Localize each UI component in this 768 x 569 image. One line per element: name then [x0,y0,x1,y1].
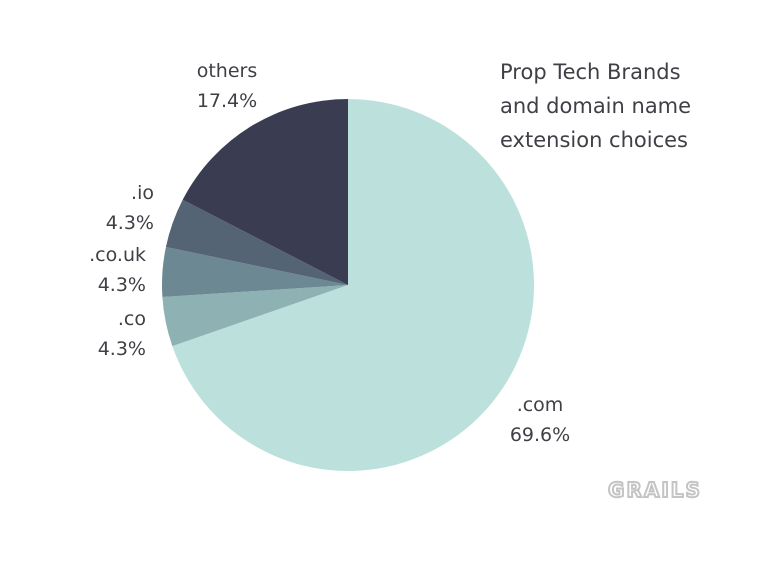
slice-label-others-name: others [196,60,258,82]
slice-label-co-uk: .co.uk 4.3% [50,240,146,300]
pie-slice-others [182,99,348,285]
chart-title-line-3: extension choices [500,128,688,152]
slice-label-others-value: 17.4% [196,90,258,112]
pie-slice-co [162,285,348,347]
slice-label-io: .io 4.3% [60,178,154,238]
slice-label-co-uk-value: 4.3% [97,274,146,296]
slice-label-io-value: 4.3% [105,212,154,234]
chart-title-line-2: and domain name [500,94,692,118]
slice-label-co: .co 4.3% [60,304,146,364]
grails-watermark-logo: GRAILS [607,477,702,503]
slice-label-co-uk-name: .co.uk [89,244,146,266]
slice-label-com-value: 69.6% [509,424,571,446]
pie-slice-io [165,199,348,285]
slice-label-co-name: .co [117,308,146,330]
pie-slice-com [172,99,534,471]
chart-title-line-1: Prop Tech Brands [500,60,681,84]
slice-label-others: others 17.4% [180,56,274,116]
slice-label-co-value: 4.3% [97,338,146,360]
slice-label-io-name: .io [131,182,154,204]
svg-text:GRAILS: GRAILS [608,478,702,502]
slice-label-com-name: .com [516,394,564,416]
slice-label-com: .com 69.6% [500,390,580,450]
pie-slice-co-uk [162,246,348,297]
